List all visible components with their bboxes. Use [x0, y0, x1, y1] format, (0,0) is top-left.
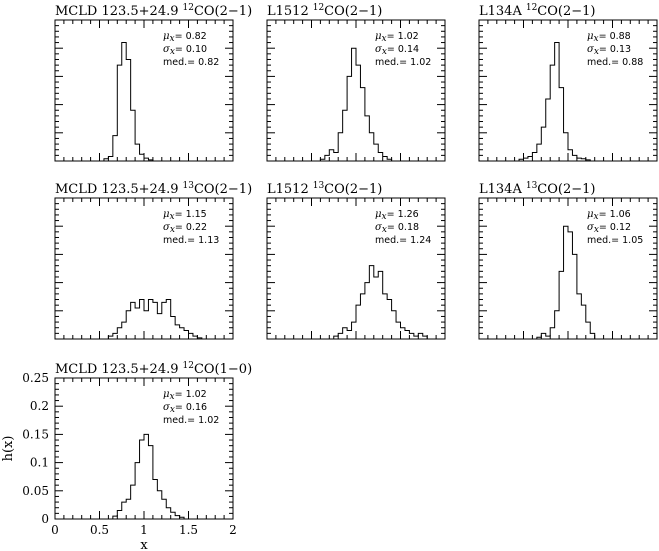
x-tick-label: 0 [51, 523, 59, 537]
stat-mean: μx= 0.88 [587, 31, 631, 44]
histogram-series [99, 42, 158, 162]
stat-sigma: σx= 0.14 [375, 44, 419, 57]
y-tick-label: 0.25 [22, 371, 49, 385]
stat-sigma: σx= 0.12 [587, 222, 631, 235]
panel-title: MCLD 123.5+24.9 12CO(1−0) [55, 361, 252, 377]
stat-mean: μx= 1.26 [375, 209, 419, 222]
panel-title: L1512 13CO(2−1) [267, 181, 382, 197]
stat-median: med.= 1.24 [375, 235, 431, 246]
stat-mean: μx= 1.15 [163, 209, 207, 222]
stat-median: med.= 1.05 [587, 235, 643, 246]
panel-title: L1512 12CO(2−1) [267, 3, 382, 19]
histogram-series [103, 299, 207, 340]
stat-median: med.= 1.02 [375, 57, 431, 68]
x-tick-label: 0.5 [90, 523, 109, 537]
y-axis-label: h(x) [1, 436, 16, 462]
stat-median: med.= 0.88 [587, 57, 643, 68]
stat-mean: μx= 1.02 [163, 389, 207, 402]
x-tick-label: 1.5 [179, 523, 198, 537]
stat-mean: μx= 1.02 [375, 31, 419, 44]
stat-median: med.= 1.13 [163, 235, 219, 246]
stat-sigma: σx= 0.18 [375, 222, 419, 235]
stat-sigma: σx= 0.16 [163, 402, 207, 415]
stat-sigma: σx= 0.10 [163, 44, 207, 57]
y-tick-label: 0.15 [22, 427, 49, 441]
histogram-series [532, 225, 600, 340]
y-tick-label: 0.1 [30, 456, 49, 470]
stat-median: med.= 1.02 [163, 415, 219, 426]
stat-mean: μx= 1.06 [587, 209, 631, 222]
y-tick-label: 0.2 [30, 399, 49, 413]
x-tick-label: 2 [229, 523, 237, 537]
x-axis-label: x [140, 538, 148, 551]
stat-sigma: σx= 0.13 [587, 44, 631, 57]
histogram-series [329, 265, 432, 340]
histogram-series [514, 42, 595, 162]
panel-title: MCLD 123.5+24.9 13CO(2−1) [55, 181, 252, 197]
histogram-series [108, 433, 189, 520]
x-tick-label: 1 [140, 523, 148, 537]
panel-title: MCLD 123.5+24.9 12CO(2−1) [55, 3, 252, 19]
stat-median: med.= 0.82 [163, 57, 219, 68]
histogram-series [315, 47, 397, 162]
panel-title: L134A 13CO(2−1) [479, 181, 595, 197]
stat-sigma: σx= 0.22 [163, 222, 207, 235]
stat-mean: μx= 0.82 [163, 31, 207, 44]
panel-title: L134A 12CO(2−1) [479, 3, 595, 19]
y-tick-label: 0 [41, 512, 49, 526]
y-tick-label: 0.05 [22, 484, 49, 498]
